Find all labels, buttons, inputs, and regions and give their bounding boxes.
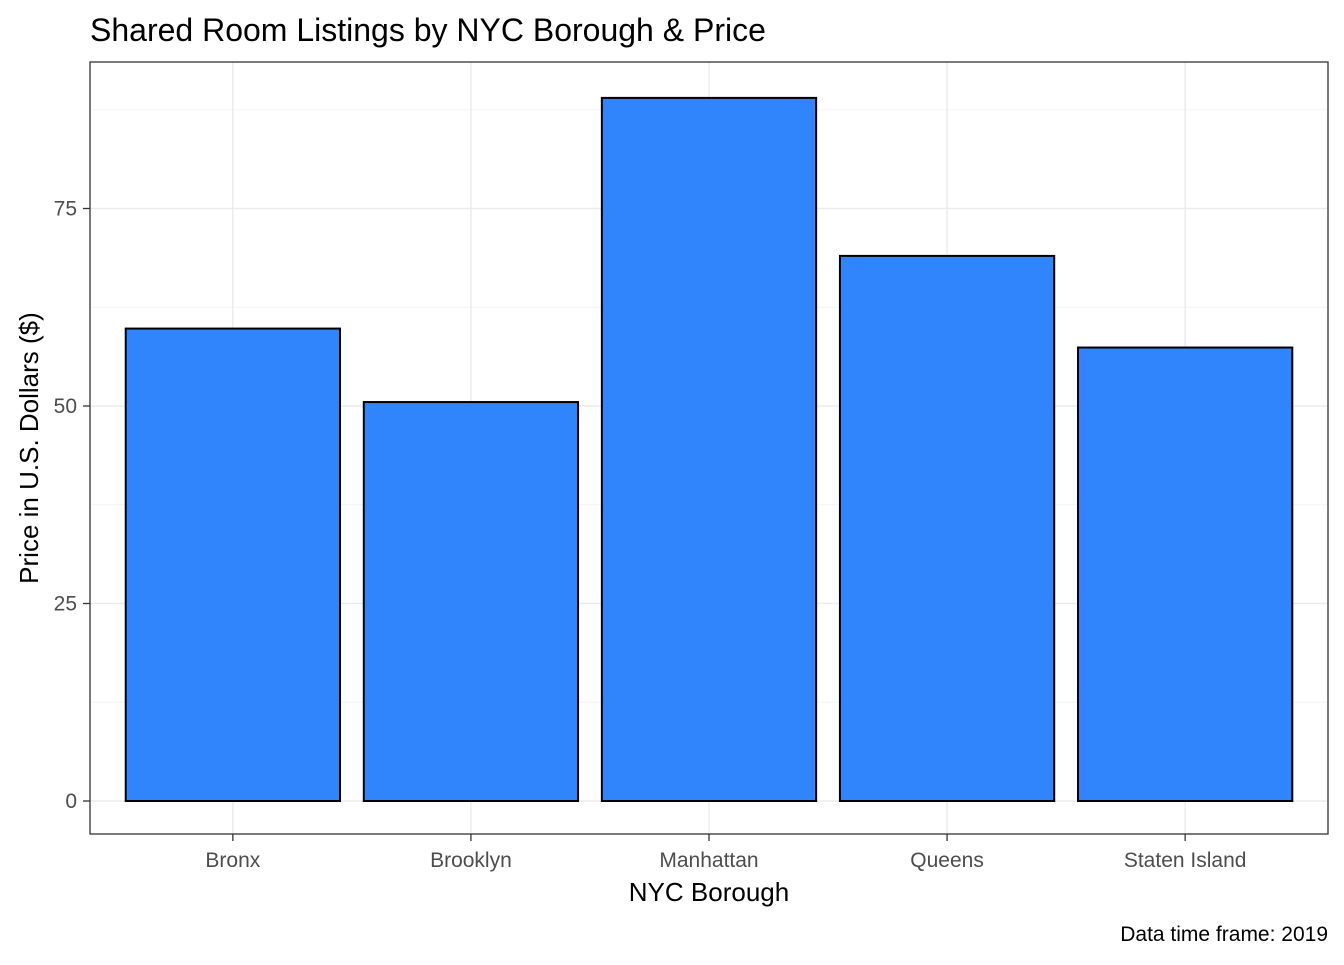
- x-tick-label: Staten Island: [1124, 849, 1247, 872]
- x-tick-label: Queens: [910, 849, 984, 872]
- y-axis-title: Price in U.S. Dollars ($): [14, 312, 44, 584]
- y-tick-label: 50: [54, 395, 77, 418]
- chart-title: Shared Room Listings by NYC Borough & Pr…: [90, 12, 766, 48]
- y-axis: 0 25 50 75: [54, 198, 90, 813]
- x-axis-title: NYC Borough: [629, 877, 789, 907]
- y-tick-label: 0: [65, 790, 77, 813]
- x-axis: Bronx Brooklyn Manhattan Queens Staten Islan…: [205, 834, 1246, 872]
- bar-queens: [838, 254, 1056, 802]
- y-tick-label: 75: [54, 198, 77, 221]
- chart-caption: Data time frame: 2019: [1120, 923, 1328, 946]
- bar-bronx: [124, 327, 341, 802]
- bar-brooklyn: [362, 401, 580, 802]
- bars: [124, 96, 1294, 802]
- y-tick-label: 25: [54, 593, 77, 616]
- x-tick-label: Brooklyn: [430, 849, 512, 872]
- bar-manhattan: [600, 96, 818, 802]
- x-tick-label: Manhattan: [659, 849, 758, 872]
- x-tick-label: Bronx: [205, 849, 260, 872]
- bar-staten-island: [1077, 346, 1294, 802]
